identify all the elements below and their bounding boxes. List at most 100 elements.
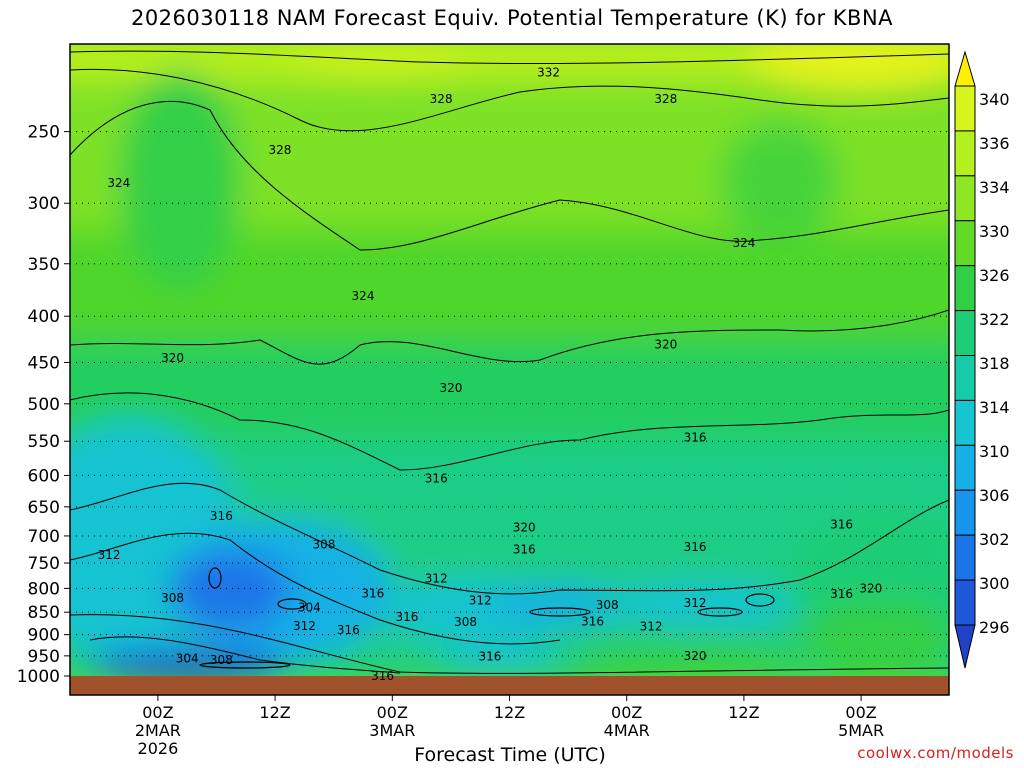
contour-label: 312: [293, 619, 316, 633]
y-tick-label: 600: [28, 466, 60, 486]
x-axis-label: Forecast Time (UTC): [414, 744, 606, 766]
x-tick-label: 00Z: [611, 703, 642, 722]
contour-label: 320: [161, 351, 184, 365]
x-tick-label: 3MAR: [369, 721, 415, 740]
y-tick-label: 550: [28, 432, 60, 452]
contour-label: 316: [337, 623, 360, 637]
y-axis: 250 300 350 400 450 500 550 600 650 700 750 800 850 9…: [17, 123, 70, 687]
y-tick-label: 650: [28, 498, 60, 518]
colorbar-label: 306: [979, 486, 1010, 505]
colorbar-swatch: [954, 310, 976, 357]
contour-label: 316: [513, 543, 536, 557]
contour-308: [70, 532, 561, 645]
colorbar-label: 330: [979, 222, 1010, 241]
x-tick-label: 2026: [138, 739, 179, 758]
contour-label: 316: [371, 669, 394, 683]
contour-label: 320: [859, 581, 882, 595]
contour-label: 312: [98, 548, 121, 562]
contour-label: 312: [684, 596, 707, 610]
x-tick-label: 4MAR: [604, 721, 650, 740]
contour-label: 332: [537, 65, 560, 79]
contour-label: 308: [210, 653, 233, 667]
contour-label: 308: [454, 615, 477, 629]
x-tick-label: 2MAR: [135, 721, 181, 740]
colorbar-label: 296: [979, 618, 1010, 637]
contour-label: 316: [830, 587, 853, 601]
x-tick-label: 12Z: [259, 703, 290, 722]
contour-label: 320: [439, 381, 462, 395]
contour-label: 316: [395, 610, 418, 624]
y-tick-label: 750: [28, 554, 60, 574]
contour-label: 324: [107, 176, 130, 190]
contour-label: 312: [640, 620, 663, 634]
colorbar-label: 340: [979, 90, 1010, 109]
y-tick-label: 950: [28, 647, 60, 667]
contour-label: 324: [732, 236, 755, 250]
contour-324: [70, 100, 949, 251]
contour-label: 312: [425, 571, 448, 585]
contour-label: 304: [176, 652, 199, 666]
contour-316-low: [70, 614, 949, 674]
contour-label: 316: [684, 431, 707, 445]
contour-clusters: [199, 567, 775, 669]
contour-316: [70, 392, 949, 471]
contour-label: 304: [298, 601, 321, 615]
contour-label: 324: [352, 289, 375, 303]
x-tick-label: 00Z: [845, 703, 876, 722]
contour-label: 308: [161, 591, 184, 605]
colorbar-label: 300: [979, 574, 1010, 593]
colorbar-swatch: [954, 85, 976, 132]
plot-area: [70, 44, 949, 676]
x-tick-label: 5MAR: [838, 721, 884, 740]
colorbar-label: 336: [979, 134, 1010, 153]
y-tick-label: 350: [28, 255, 60, 275]
y-tick-label: 500: [28, 395, 60, 415]
y-tick-label: 300: [28, 194, 60, 214]
contour-label: 316: [361, 586, 384, 600]
colorbar-label: 314: [979, 398, 1010, 417]
y-tick-label: 850: [28, 603, 60, 623]
colorbar-label: 318: [979, 354, 1010, 373]
contour-328: [70, 68, 949, 132]
colorbar-top-arrow: [954, 50, 976, 87]
contour-label: 316: [210, 509, 233, 523]
x-tick-label: 12Z: [728, 703, 759, 722]
contour-label: 316: [425, 472, 448, 486]
contour-label: 308: [312, 537, 335, 551]
contour-label: 328: [654, 92, 677, 106]
y-tick-label: 450: [28, 353, 60, 373]
colorbar-label: 326: [979, 266, 1010, 285]
y-tick-label: 900: [28, 626, 60, 646]
contour-lines: [70, 50, 949, 674]
contour-label: 316: [479, 650, 502, 664]
colorbar-swatch: [954, 489, 976, 536]
contour-label: 316: [581, 614, 604, 628]
colorbar-label: 302: [979, 530, 1010, 549]
y-tick-label: 700: [28, 527, 60, 547]
y-tick-label: 800: [28, 579, 60, 599]
contour-label: 328: [430, 92, 453, 106]
x-tick-label: 12Z: [494, 703, 525, 722]
credit-text: coolwx.com/models: [857, 744, 1014, 762]
contour-label: 316: [684, 540, 707, 554]
chart-title: 2026030118 NAM Forecast Equiv. Potential…: [130, 6, 894, 30]
contour-304: [89, 636, 401, 674]
y-tick-label: 1000: [17, 667, 60, 687]
colorbar-swatch: [954, 579, 976, 626]
ground-bar: [70, 676, 949, 695]
contour-label: 320: [684, 649, 707, 663]
contour-label: 320: [654, 338, 677, 352]
colorbar: 340 336 334 330 326 322 318 314 310 306 302 300 296: [954, 50, 1010, 669]
gridlines: [70, 131, 949, 657]
contour-label: 316: [830, 518, 853, 532]
colorbar-swatch: [954, 265, 976, 312]
y-tick-label: 400: [28, 307, 60, 327]
colorbar-swatch: [954, 130, 976, 177]
x-tick-label: 00Z: [142, 703, 173, 722]
colorbar-label: 334: [979, 178, 1010, 197]
contour-label: 308: [596, 598, 619, 612]
y-tick-label: 250: [28, 123, 60, 143]
colorbar-swatch: [954, 175, 976, 222]
